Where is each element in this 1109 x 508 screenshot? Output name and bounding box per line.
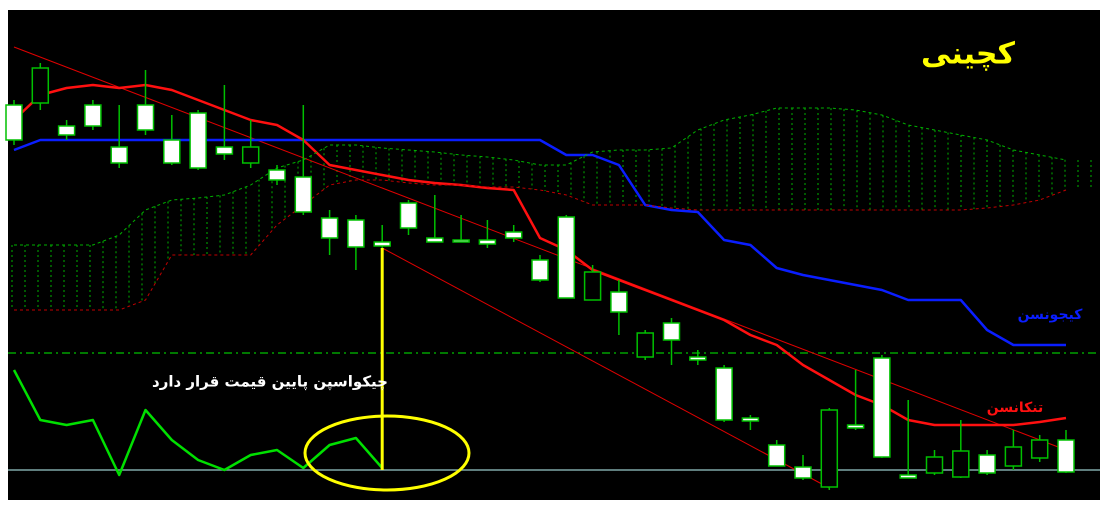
candle-body — [1057, 439, 1075, 473]
candle-body — [952, 450, 970, 478]
chart-title: کچینی — [921, 37, 1015, 72]
candle-body — [610, 291, 628, 313]
candle-body — [767, 444, 786, 467]
candle-body — [399, 202, 418, 229]
candle-body — [31, 67, 50, 104]
candle-body — [978, 454, 996, 474]
candle-body — [84, 104, 102, 127]
series-label: تنکانسن — [987, 400, 1043, 416]
candle-body — [373, 241, 391, 247]
candle-body — [347, 219, 365, 248]
candle-body — [741, 417, 760, 422]
candle-body — [320, 217, 339, 239]
series-label: کیجونسن — [1018, 307, 1084, 323]
candle-body — [873, 357, 891, 458]
candle-body — [294, 176, 313, 213]
candle-body — [163, 139, 181, 164]
candle-body — [583, 271, 602, 301]
candle-body — [136, 104, 155, 131]
candle-body — [925, 456, 944, 474]
plot-background — [8, 10, 1100, 500]
highlight-ellipse — [303, 414, 471, 492]
candle-body — [899, 474, 917, 479]
candle-body — [452, 239, 470, 243]
indicator-line — [13, 83, 1067, 427]
candle-body — [689, 356, 707, 361]
candle-body — [1030, 439, 1049, 459]
candle-body — [636, 332, 654, 358]
candle-body — [504, 231, 523, 239]
candle-body — [241, 146, 260, 164]
candle-body — [57, 125, 76, 136]
candle-body — [189, 112, 207, 169]
candle-body — [846, 424, 865, 429]
candle-body — [557, 216, 576, 299]
indicator-line — [12, 369, 384, 477]
candle-body — [268, 169, 286, 181]
indicator-line — [13, 138, 1066, 347]
candle-body — [110, 146, 128, 164]
candle-body — [531, 259, 549, 281]
candle-body — [478, 239, 497, 245]
candle-body — [1004, 446, 1023, 467]
trend-line — [13, 46, 1067, 451]
candle-body — [794, 466, 812, 479]
indicator-line — [14, 107, 1067, 246]
annotation: چیکواسپن پایین قیمت قرار دارد — [152, 373, 388, 392]
candle-body — [5, 104, 23, 141]
candle-body — [820, 409, 839, 488]
candle-body — [662, 322, 681, 341]
candle-body — [215, 146, 234, 155]
plot — [5, 46, 1100, 490]
candle-body — [715, 367, 733, 421]
trend-line — [381, 247, 830, 489]
candle-body — [426, 237, 444, 243]
